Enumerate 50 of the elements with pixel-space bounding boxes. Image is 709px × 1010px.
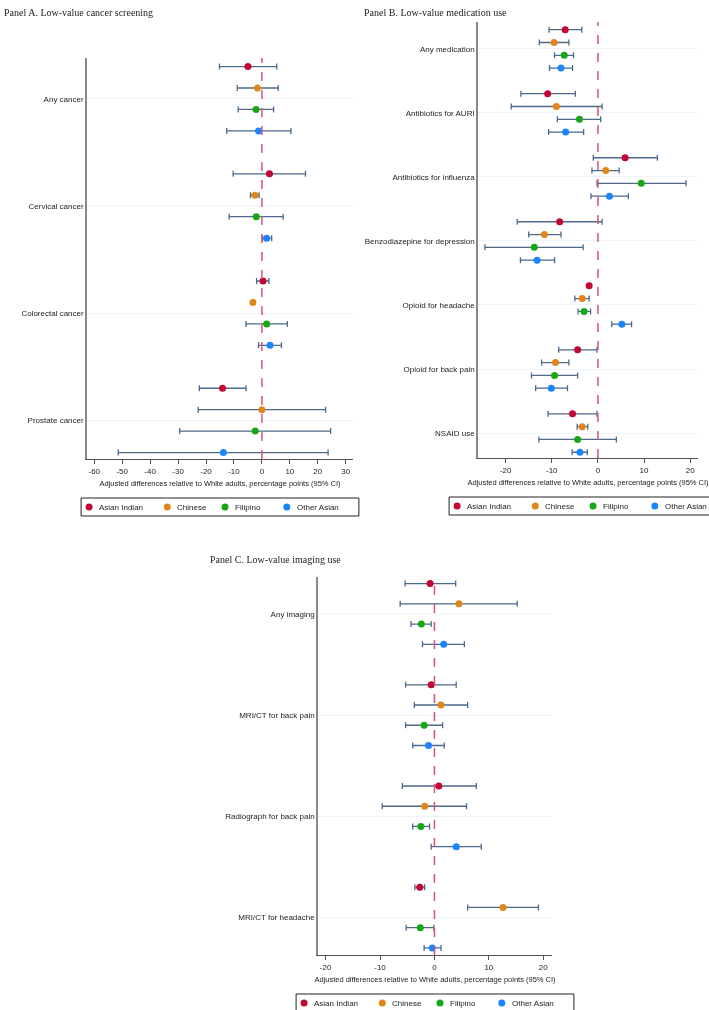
- y-tick-label: Colorectal cancer: [21, 308, 84, 318]
- y-tick-label: Radiograph for back pain: [225, 812, 315, 822]
- y-tick-label: Cervical cancer: [28, 201, 84, 211]
- x-tick-label: -10: [374, 962, 387, 972]
- legend-label: Chinese: [177, 503, 207, 512]
- legend-label: Asian Indian: [99, 503, 144, 512]
- y-tick-label: MRI/CT for back pain: [239, 710, 315, 720]
- x-tick-label: 0: [432, 962, 438, 972]
- x-tick-label: -10: [228, 466, 241, 476]
- x-tick-label: -30: [172, 466, 185, 476]
- x-tick-label: 10: [285, 466, 295, 476]
- y-tick-label: Antibiotics for influenza: [392, 172, 476, 182]
- y-tick-label: MRI/CT for headache: [238, 913, 316, 923]
- x-tick-label: -20: [499, 465, 512, 475]
- x-tick-label: -10: [546, 465, 559, 475]
- legend-label: Asian Indian: [314, 999, 359, 1008]
- y-tick-label: Antibiotics for AURI: [405, 108, 475, 118]
- legend-label: Asian Indian: [467, 502, 512, 511]
- y-tick-label: Opioid for back pain: [403, 364, 475, 374]
- x-tick-label: 0: [259, 466, 265, 476]
- x-tick-label: 10: [639, 465, 650, 475]
- chart-title: Panel C. Low-value imaging use: [210, 554, 342, 565]
- y-tick-label: Prostate cancer: [27, 416, 84, 426]
- y-tick-label: NSAID use: [435, 428, 476, 438]
- x-tick-label: -20: [200, 466, 213, 476]
- legend-label: Other Asian: [665, 502, 707, 511]
- chart-title: Panel B. Low-value medication use: [364, 7, 508, 18]
- y-tick-label: Benzodiazepine for depression: [364, 236, 475, 246]
- x-tick-label: 0: [595, 465, 601, 475]
- x-tick-label: 30: [341, 466, 351, 476]
- legend-label: Other Asian: [512, 999, 554, 1008]
- legend-label: Chinese: [545, 502, 575, 511]
- x-tick-label: -20: [319, 962, 332, 972]
- legend-label: Chinese: [392, 999, 422, 1008]
- x-tick-label: -50: [116, 466, 129, 476]
- chart-title: Panel A. Low-value cancer screening: [4, 7, 154, 18]
- legend-label: Filipino: [450, 999, 476, 1008]
- y-tick-label: Any medication: [419, 44, 475, 54]
- x-tick-label: 20: [313, 466, 323, 476]
- x-tick-label: 20: [685, 465, 696, 475]
- x-tick-label: -40: [144, 466, 157, 476]
- legend-label: Filipino: [603, 502, 629, 511]
- y-tick-label: Any imaging: [270, 609, 315, 619]
- y-tick-label: Opioid for headache: [402, 300, 476, 310]
- x-tick-label: 20: [538, 962, 549, 972]
- legend-label: Other Asian: [297, 503, 339, 512]
- legend-label: Filipino: [235, 503, 261, 512]
- y-tick-label: Any cancer: [43, 94, 84, 104]
- x-tick-label: -60: [88, 466, 101, 476]
- x-tick-label: 10: [484, 962, 494, 972]
